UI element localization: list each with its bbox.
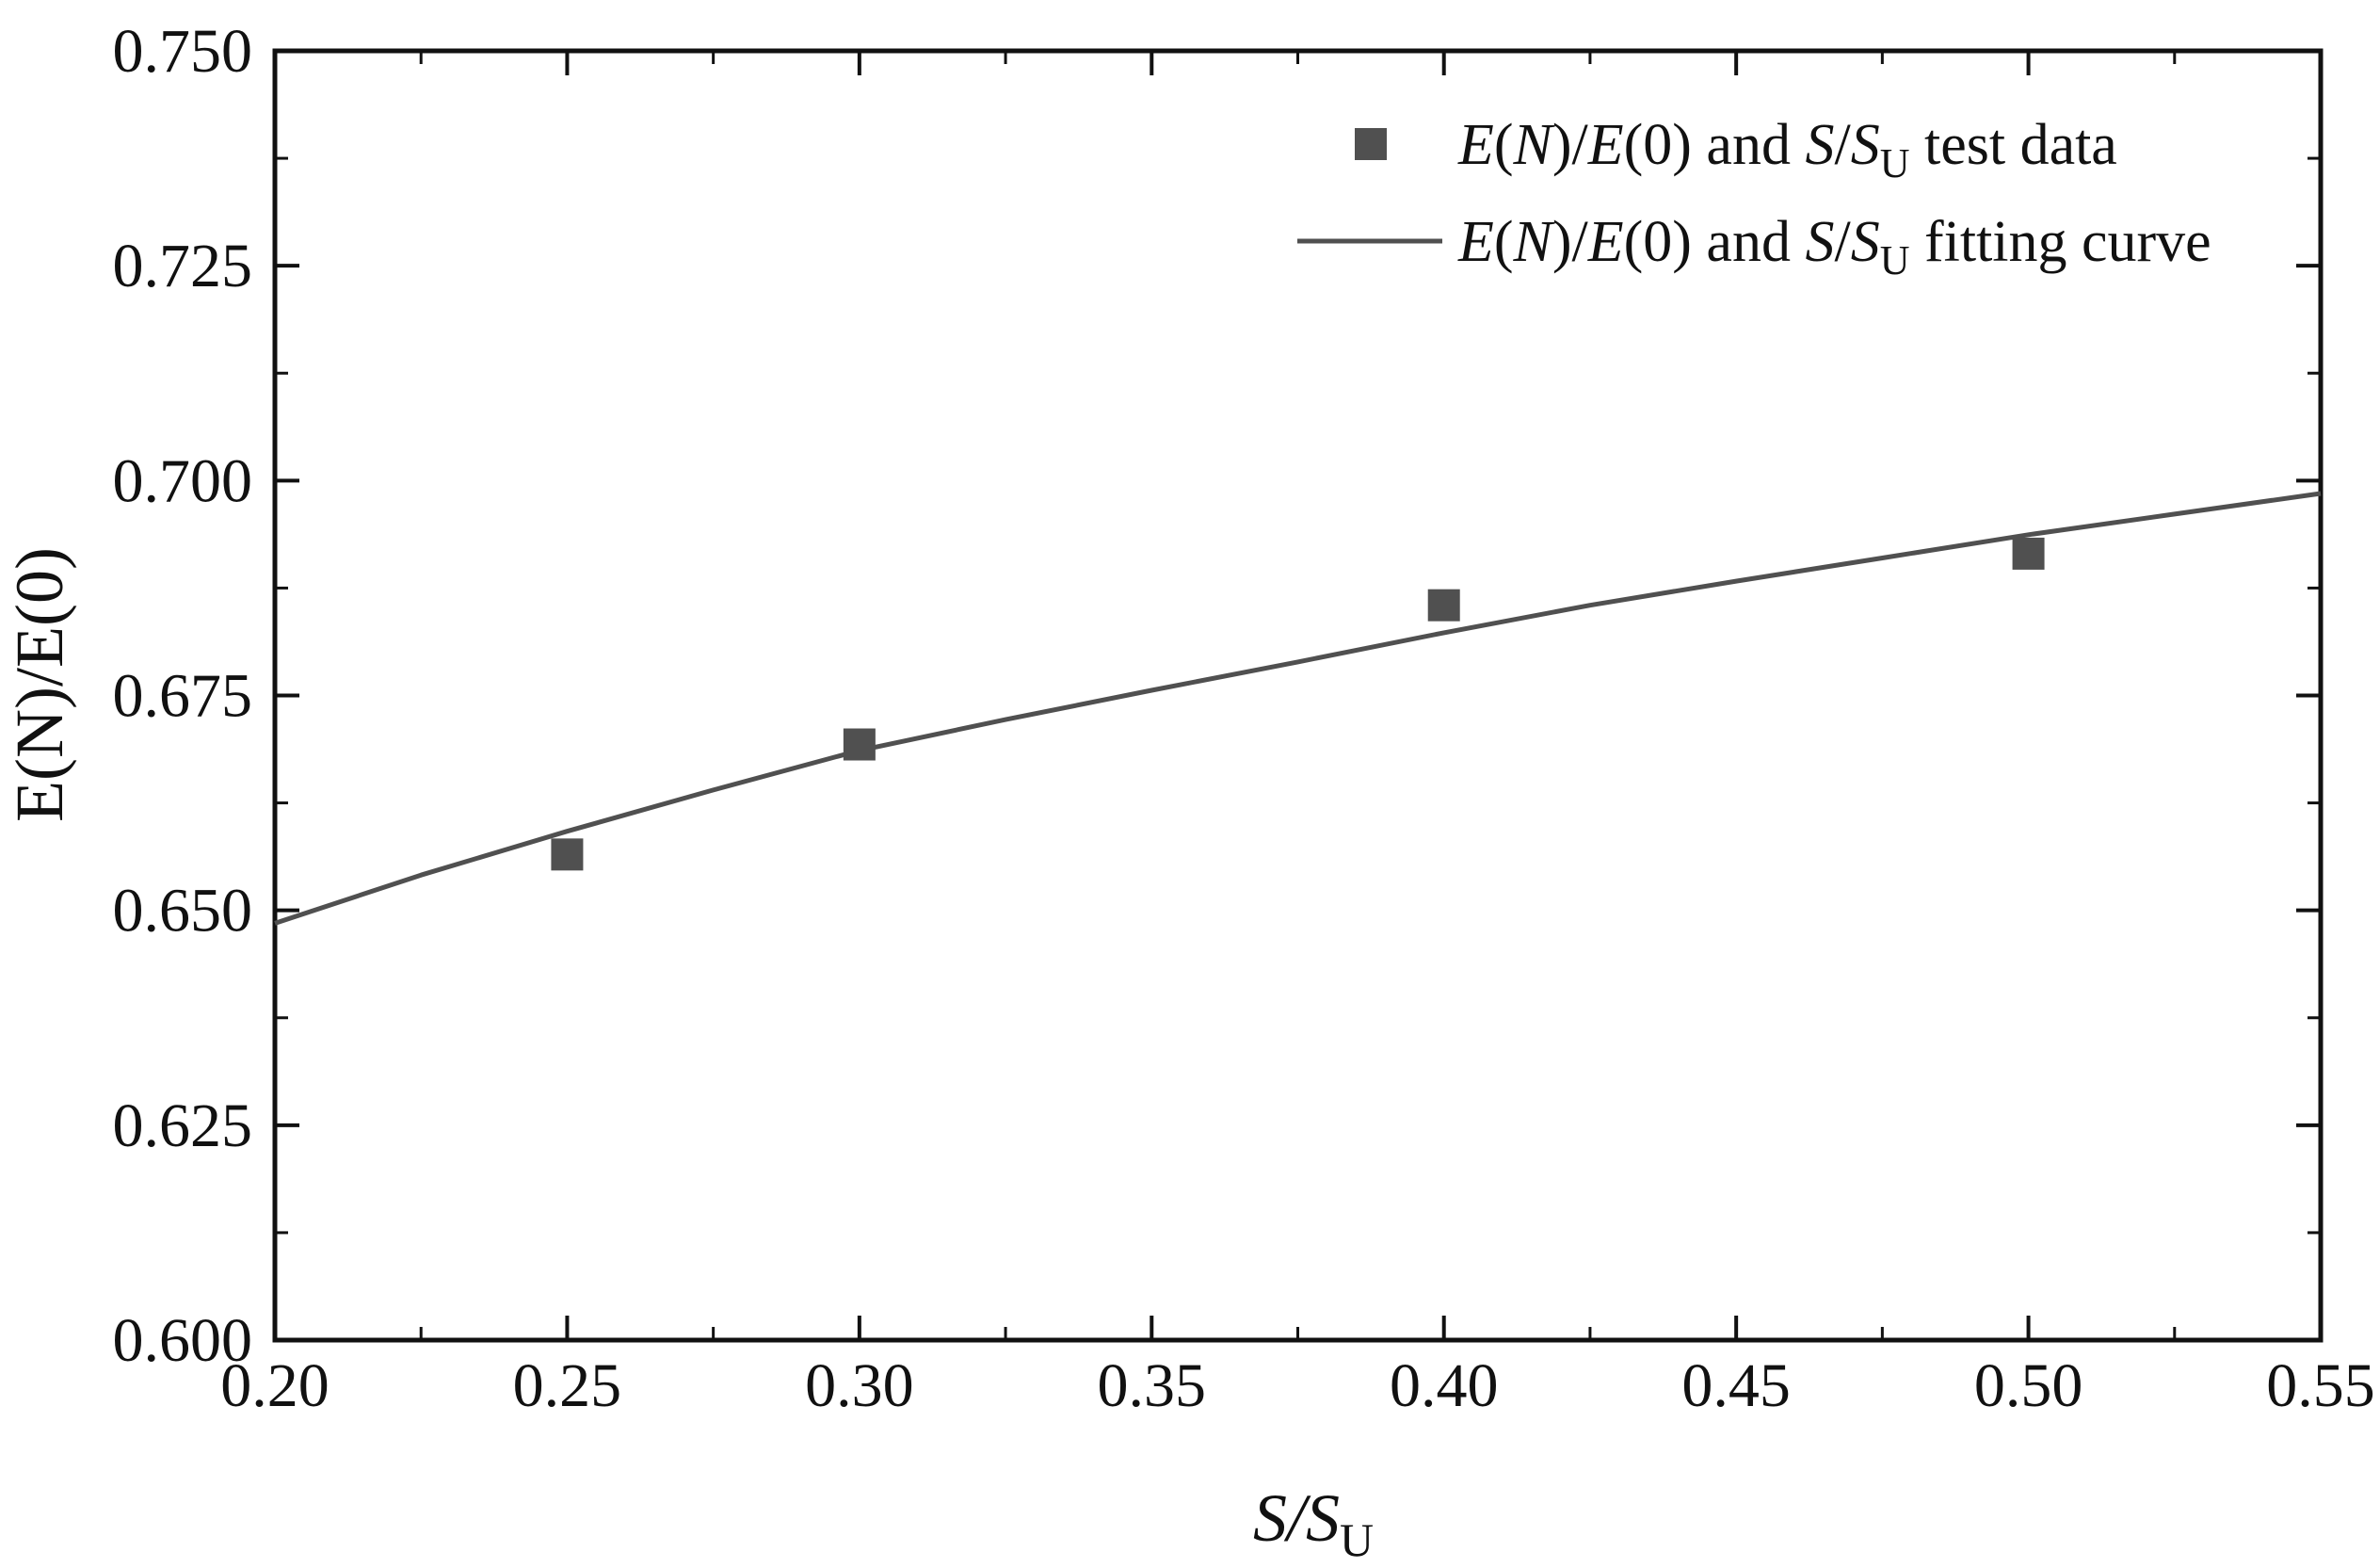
x-axis: 0.20 0.25 0.30 0.35 0.40 0.45 0.50 0.55 xyxy=(220,51,2375,1420)
y-tick-label: 0.650 xyxy=(113,877,253,946)
test-data-point xyxy=(1427,589,1460,622)
legend-entry-label: E(N)/E(0) and S/SU fitting curve xyxy=(1457,210,2211,283)
y-axis: 0.600 0.625 0.650 0.675 0.700 0.725 0.750 xyxy=(113,17,2321,1375)
legend-marker-square xyxy=(1355,128,1387,160)
y-tick-label: 0.600 xyxy=(113,1306,253,1375)
y-axis-title: E(N)/E(0) xyxy=(2,547,77,822)
x-tick-label: 0.25 xyxy=(513,1351,622,1420)
x-tick-label: 0.45 xyxy=(1681,1351,1791,1420)
legend: E(N)/E(0) and S/SU test data E(N)/E(0) an… xyxy=(1297,113,2211,283)
x-tick-label: 0.30 xyxy=(805,1351,914,1420)
fitting-curve-line xyxy=(274,491,2322,926)
y-tick-label: 0.725 xyxy=(113,232,253,300)
x-tick-label: 0.20 xyxy=(220,1351,330,1420)
y-tick-label: 0.700 xyxy=(113,446,253,515)
x-tick-label: 0.55 xyxy=(2266,1351,2375,1420)
x-tick-label: 0.50 xyxy=(1974,1351,2083,1420)
plot-series xyxy=(274,491,2322,926)
legend-entry-label: E(N)/E(0) and S/SU test data xyxy=(1457,113,2117,186)
x-axis-title: S/SU xyxy=(1253,1480,1374,1566)
test-data-point xyxy=(843,728,876,761)
x-axis-title-sub: U xyxy=(1340,1513,1374,1566)
x-axis-title-main: S/S xyxy=(1253,1480,1340,1556)
x-tick-label: 0.35 xyxy=(1098,1351,1207,1420)
y-tick-label: 0.625 xyxy=(113,1091,253,1160)
y-tick-label: 0.675 xyxy=(113,662,253,731)
x-tick-label: 0.40 xyxy=(1390,1351,1499,1420)
test-data-point xyxy=(551,838,584,871)
test-data-point xyxy=(2012,537,2045,570)
y-tick-label: 0.750 xyxy=(113,17,253,86)
